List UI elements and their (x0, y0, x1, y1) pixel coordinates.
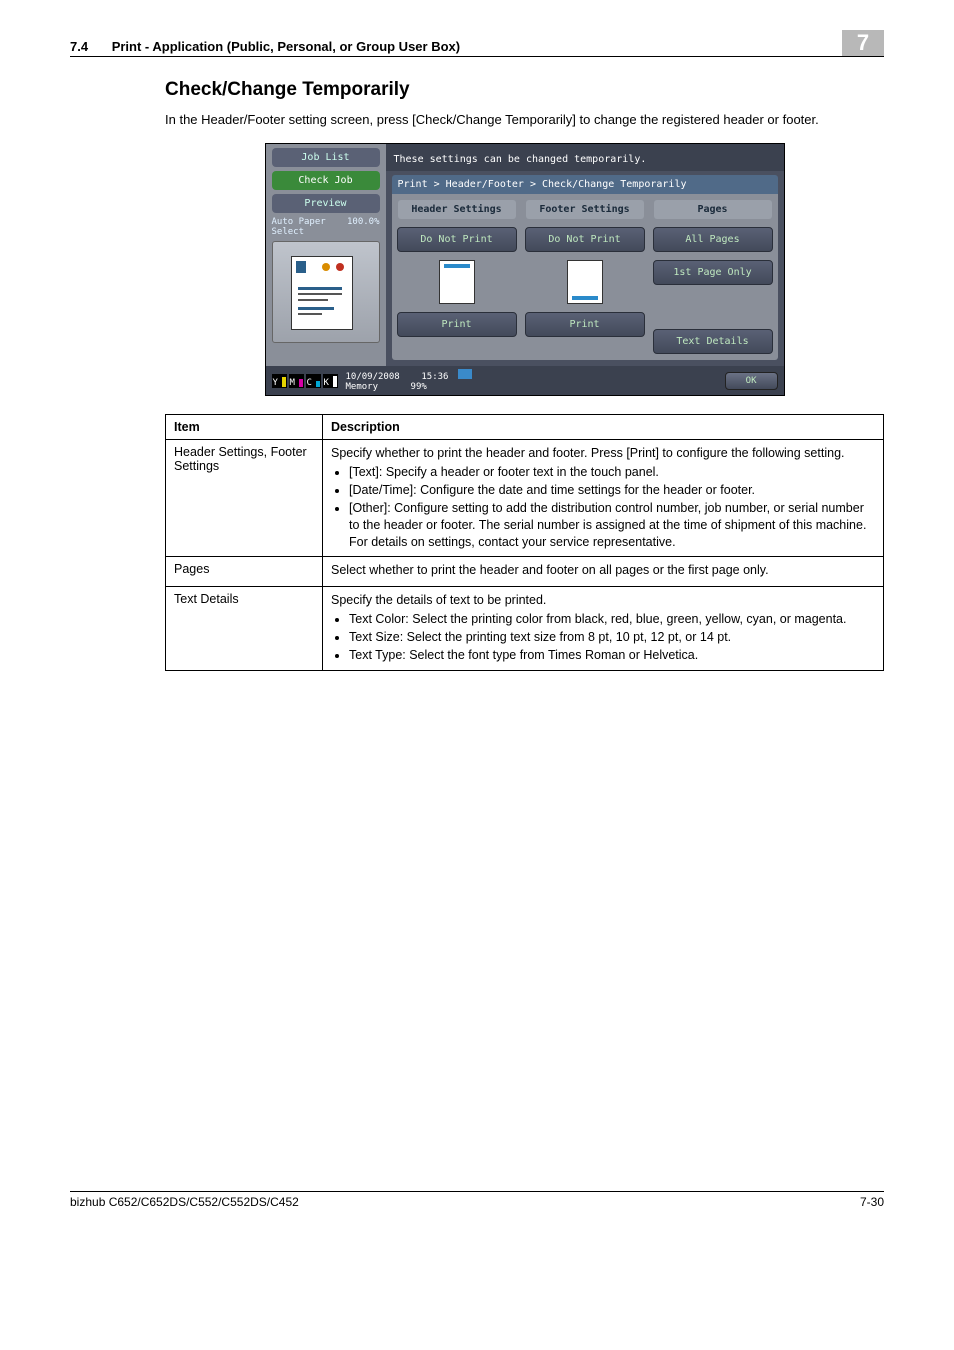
table-cell-item: Header Settings, Footer Settings (166, 440, 323, 557)
header-preview-icon (439, 260, 475, 304)
date-time: 10/09/2008 15:36 Memory 99% (346, 369, 476, 392)
text-details-button[interactable]: Text Details (653, 329, 773, 354)
all-pages-button[interactable]: All Pages (653, 227, 773, 252)
bullet-item: [Date/Time]: Configure the date and time… (349, 482, 875, 499)
toner-levels: Y M C K (272, 374, 338, 388)
header-settings-column: Header Settings (398, 200, 516, 219)
table-cell-description: Specify whether to print the header and … (323, 440, 884, 557)
footer-print-button[interactable]: Print (525, 312, 645, 337)
table-cell-item: Text Details (166, 587, 323, 671)
touch-panel-screenshot: Job List Check Job Preview Auto Paper Se… (265, 143, 785, 396)
left-panel: Job List Check Job Preview Auto Paper Se… (266, 144, 386, 366)
bullet-item: [Text]: Specify a header or footer text … (349, 464, 875, 481)
table-row: Header Settings, Footer SettingsSpecify … (166, 440, 884, 557)
toner-m-icon: M (289, 374, 304, 388)
bullet-item: Text Type: Select the font type from Tim… (349, 647, 875, 664)
footer-page-number: 7-30 (860, 1195, 884, 1209)
toner-k-icon: K (323, 374, 338, 388)
preview-canvas (272, 241, 380, 343)
preview-tab[interactable]: Preview (272, 194, 380, 213)
footer-preview-icon (567, 260, 603, 304)
breadcrumb: Print > Header/Footer > Check/Change Tem… (392, 175, 778, 194)
job-list-tab[interactable]: Job List (272, 148, 380, 167)
footer-do-not-print-button[interactable]: Do Not Print (525, 227, 645, 252)
bullet-item: [Other]: Configure setting to add the di… (349, 500, 875, 551)
paper-status: Auto Paper Select 100.0% (272, 217, 380, 237)
bullet-item: Text Size: Select the printing text size… (349, 629, 875, 646)
table-row: Text DetailsSpecify the details of text … (166, 587, 884, 671)
toner-y-icon: Y (272, 374, 287, 388)
footer-model: bizhub C652/C652DS/C552/C552DS/C452 (70, 1195, 299, 1209)
footer-settings-column: Footer Settings (526, 200, 644, 219)
table-cell-description: Specify the details of text to be printe… (323, 587, 884, 671)
section-number: 7.4 (70, 39, 88, 54)
table-cell-item: Pages (166, 557, 323, 587)
running-header: 7.4 Print - Application (Public, Persona… (70, 39, 460, 54)
toner-c-icon: C (306, 374, 321, 388)
table-cell-description: Select whether to print the header and f… (323, 557, 884, 587)
table-head-item: Item (166, 415, 323, 440)
section-title: Print - Application (Public, Personal, o… (112, 39, 460, 54)
header-do-not-print-button[interactable]: Do Not Print (397, 227, 517, 252)
ok-button[interactable]: OK (725, 372, 778, 390)
table-head-description: Description (323, 415, 884, 440)
status-bar: Y M C K 10/09/2008 15:36 Memory 99% OK (266, 366, 784, 395)
table-row: PagesSelect whether to print the header … (166, 557, 884, 587)
pages-column: Pages (654, 200, 772, 219)
page-title: Check/Change Temporarily (165, 79, 884, 101)
check-job-tab[interactable]: Check Job (272, 171, 380, 190)
bullet-item: Text Color: Select the printing color fr… (349, 611, 875, 628)
status-message: These settings can be changed temporaril… (386, 144, 784, 171)
header-print-button[interactable]: Print (397, 312, 517, 337)
memory-icon (458, 369, 472, 379)
first-page-only-button[interactable]: 1st Page Only (653, 260, 773, 285)
chapter-number-badge: 7 (842, 30, 884, 56)
intro-text: In the Header/Footer setting screen, pre… (165, 111, 884, 129)
description-table: Item Description Header Settings, Footer… (165, 414, 884, 671)
